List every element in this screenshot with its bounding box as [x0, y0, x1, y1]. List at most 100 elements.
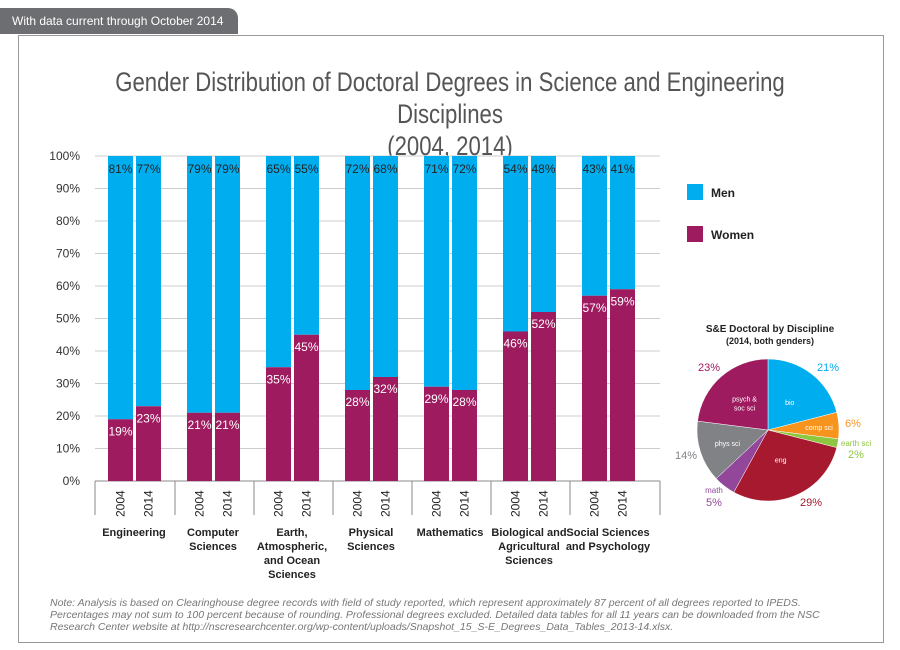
data-label-women: 59% — [610, 294, 634, 308]
y-tick-label: 80% — [56, 214, 80, 228]
bar-men — [345, 156, 370, 390]
pie-pct-label: 21% — [817, 362, 839, 374]
x-tick-year: 2004 — [509, 490, 523, 517]
pie-slice-label: phys sci — [715, 441, 741, 448]
group-label: Sciences — [347, 541, 395, 553]
data-label-men: 41% — [610, 162, 634, 176]
data-label-men: 81% — [108, 162, 132, 176]
data-label-men: 79% — [187, 162, 211, 176]
bar-women — [610, 289, 635, 481]
y-tick-label: 70% — [56, 247, 80, 261]
data-label-men: 79% — [215, 162, 239, 176]
legend-swatch — [687, 226, 703, 242]
x-tick-year: 2014 — [300, 490, 314, 517]
x-tick-year: 2014 — [142, 490, 156, 517]
bar-men — [266, 156, 291, 368]
bar-men — [531, 156, 556, 312]
x-tick-year: 2014 — [616, 490, 630, 517]
group-label: and Psychology — [566, 541, 651, 553]
group-label: Sciences — [189, 541, 237, 553]
bar-women — [531, 312, 556, 481]
pie-subtitle: (2014, both genders) — [726, 336, 814, 346]
x-tick-year: 2014 — [458, 490, 472, 517]
data-label-women: 57% — [582, 301, 606, 315]
data-label-women: 28% — [345, 395, 369, 409]
bar-women — [424, 386, 449, 481]
data-label-women: 45% — [294, 340, 318, 354]
bar-women — [503, 331, 528, 481]
pie-title: S&E Doctoral by Discipline — [706, 324, 835, 335]
bar-women — [373, 377, 398, 481]
data-label-women: 52% — [531, 317, 555, 331]
group-label: Computer — [187, 527, 240, 539]
x-tick-year: 2014 — [379, 490, 393, 517]
data-label-women: 32% — [373, 382, 397, 396]
chart-frame — [18, 35, 884, 643]
bar-men — [108, 156, 133, 420]
group-label: Agricultural — [498, 541, 560, 553]
y-tick-label: 60% — [56, 279, 80, 293]
bar-women — [187, 412, 212, 481]
group-label: Sciences — [268, 569, 316, 581]
x-tick-year: 2004 — [114, 490, 128, 517]
bar-men — [136, 156, 161, 407]
data-label-men: 55% — [294, 162, 318, 176]
legend-label: Men — [711, 186, 735, 200]
group-label: and Ocean — [264, 555, 321, 567]
y-tick-label: 20% — [56, 409, 80, 423]
y-tick-label: 0% — [63, 474, 81, 488]
pie-slice-label: comp sci — [805, 425, 833, 432]
data-label-women: 21% — [187, 418, 211, 432]
pie-pct-label: 2% — [848, 449, 864, 461]
pie-pct-label: 5% — [706, 497, 722, 509]
group-label: Sciences — [505, 555, 553, 567]
pie-slice-label: bio — [785, 400, 794, 407]
x-tick-year: 2004 — [193, 490, 207, 517]
x-tick-year: 2014 — [221, 490, 235, 517]
pie-slice — [696, 420, 769, 479]
pie-pct-label: 14% — [675, 450, 697, 462]
group-label: Biological and — [491, 527, 566, 539]
y-tick-label: 40% — [56, 344, 80, 358]
bar-men — [582, 156, 607, 296]
pie-pct-label: 6% — [845, 418, 861, 430]
x-tick-year: 2004 — [351, 490, 365, 517]
data-label-men: 54% — [503, 162, 527, 176]
data-label-women: 28% — [452, 395, 476, 409]
data-label-men: 65% — [266, 162, 290, 176]
group-label: Engineering — [102, 527, 166, 539]
pie-slice-label: soc sci — [734, 405, 756, 412]
bar-men — [373, 156, 398, 377]
y-tick-label: 10% — [56, 442, 80, 456]
data-label-women: 29% — [424, 392, 448, 406]
x-tick-year: 2014 — [537, 490, 551, 517]
bar-women — [452, 390, 477, 481]
data-label-women: 21% — [215, 418, 239, 432]
data-label-men: 72% — [452, 162, 476, 176]
pie-slice-label: math — [705, 486, 723, 495]
bar-men — [215, 156, 240, 413]
bar-men — [452, 156, 477, 390]
data-label-men: 68% — [373, 162, 397, 176]
bar-men — [424, 156, 449, 387]
bar-women — [582, 295, 607, 481]
bar-women — [108, 419, 133, 481]
data-label-men: 48% — [531, 162, 555, 176]
pie-slice-label: psych & — [732, 396, 757, 403]
legend-label: Women — [711, 228, 754, 242]
bar-women — [136, 406, 161, 481]
pie-slice-label: earth sci — [841, 439, 871, 448]
data-label-men: 72% — [345, 162, 369, 176]
x-tick-year: 2004 — [272, 490, 286, 517]
group-label: Atmospheric, — [257, 541, 327, 553]
bar-women — [345, 390, 370, 481]
bar-men — [610, 156, 635, 290]
x-tick-year: 2004 — [430, 490, 444, 517]
data-label-women: 19% — [108, 424, 132, 438]
legend-swatch — [687, 184, 703, 200]
bar-women — [215, 412, 240, 481]
data-label-men: 71% — [424, 162, 448, 176]
pie-slice — [767, 358, 838, 431]
data-label-women: 35% — [266, 372, 290, 386]
